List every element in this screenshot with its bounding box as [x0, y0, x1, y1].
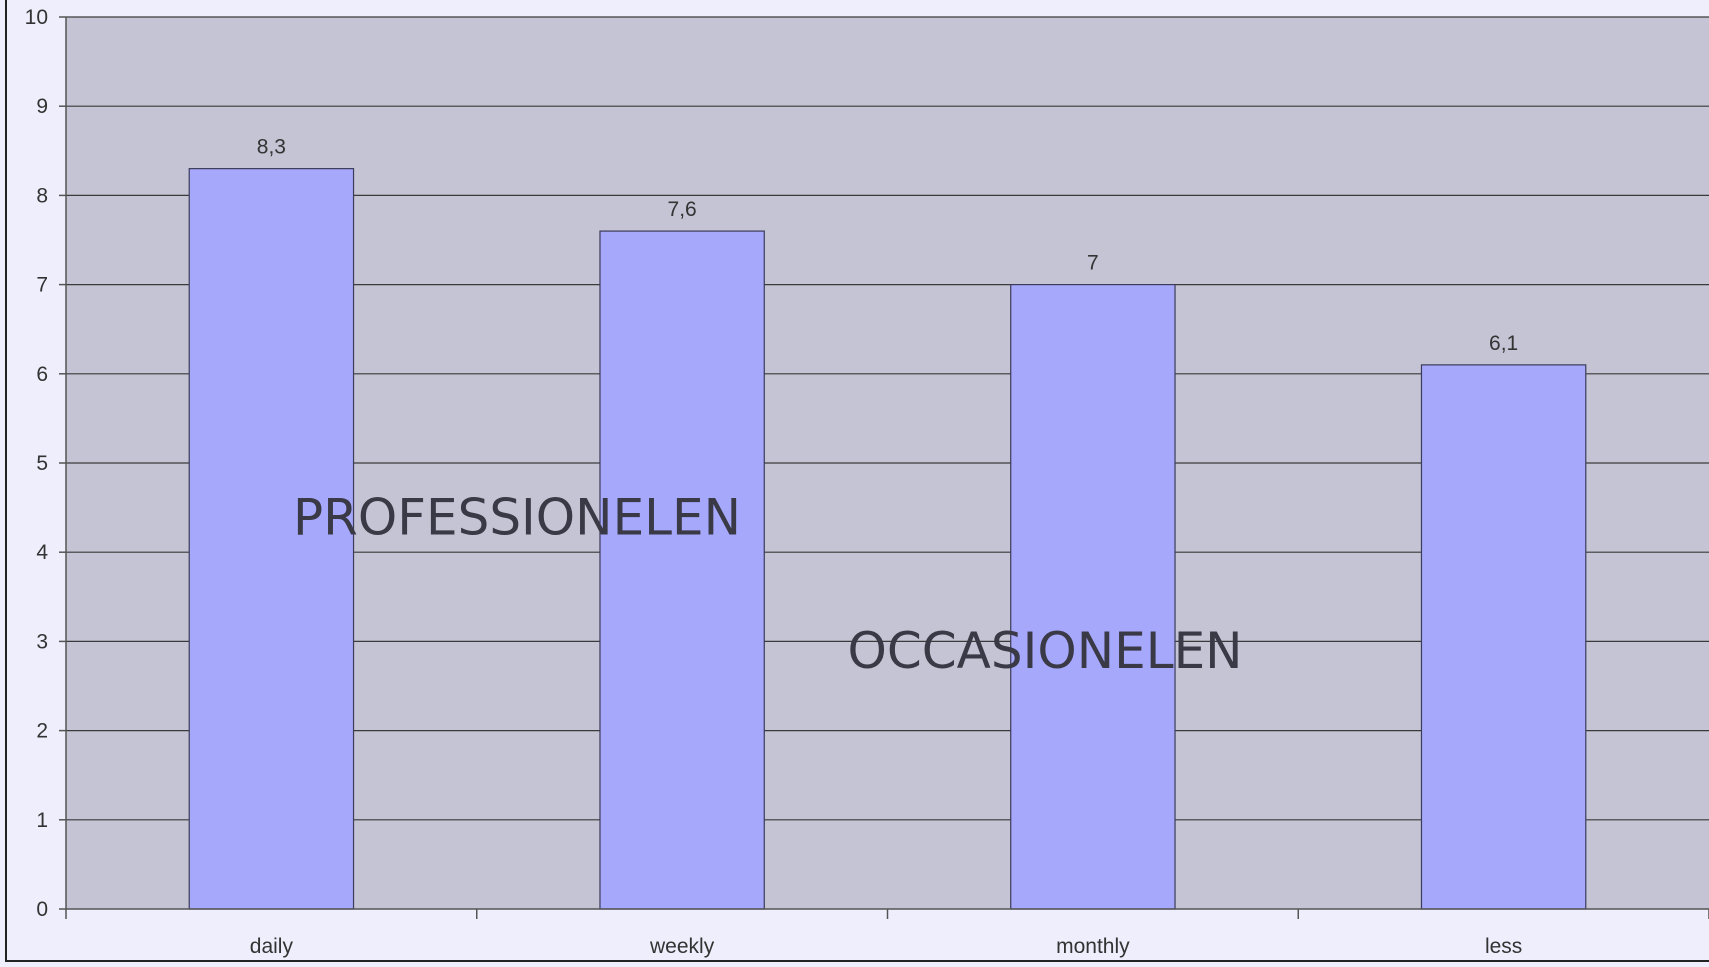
y-tick-label: 3 — [36, 630, 48, 653]
bars — [188, 168, 1587, 910]
y-tick-label: 8 — [36, 184, 48, 207]
x-tick-label-monthly: monthly — [1056, 935, 1130, 958]
annotation-2: OCCASIONELEN — [848, 622, 1243, 680]
y-tick-label: 6 — [36, 363, 48, 386]
bar-weekly — [599, 230, 765, 910]
annotation-1: PROFESSIONELEN — [293, 488, 741, 546]
bar-less — [1420, 364, 1587, 910]
labels: 0 1 2 3 4 5 6 7 8 9 10 8,3 daily 7,6 weekly 7 monthly 6,1… — [25, 6, 1523, 958]
data-label-less: 6,1 — [1489, 332, 1518, 355]
y-tick-label: 0 — [36, 898, 48, 921]
x-tick-label-less: less — [1485, 935, 1522, 958]
axes — [59, 16, 1709, 919]
data-label-daily: 8,3 — [257, 136, 286, 159]
y-tick-label: 9 — [36, 95, 48, 118]
bar-monthly — [1010, 284, 1176, 910]
outer-frame — [5, 0, 1709, 962]
y-tick-label: 10 — [25, 6, 48, 29]
data-label-weekly: 7,6 — [668, 198, 697, 221]
x-tick-label-weekly: weekly — [649, 935, 715, 958]
bar-daily — [188, 168, 355, 910]
y-tick-label: 7 — [36, 274, 48, 297]
x-tick-label-daily: daily — [250, 935, 294, 958]
y-tick-label: 5 — [36, 452, 48, 475]
y-tick-label: 2 — [36, 720, 48, 743]
y-tick-label: 1 — [36, 809, 48, 832]
annotations: PROFESSIONELEN OCCASIONELEN — [293, 488, 1243, 680]
y-tick-label: 4 — [36, 541, 48, 564]
data-label-monthly: 7 — [1087, 252, 1099, 275]
